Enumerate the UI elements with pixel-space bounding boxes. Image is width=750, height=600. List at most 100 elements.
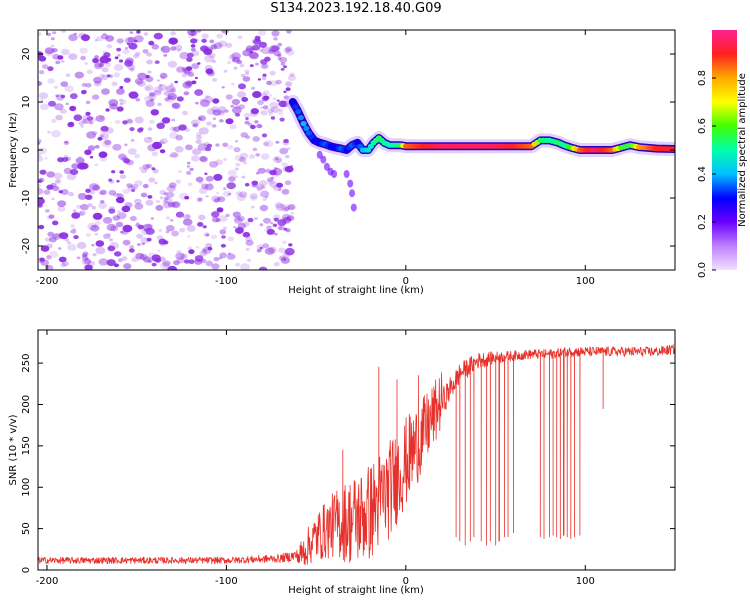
noise-speckle bbox=[166, 225, 175, 232]
noise-speckle bbox=[272, 155, 283, 164]
noise-speckle bbox=[146, 237, 152, 242]
noise-speckle bbox=[270, 116, 276, 120]
noise-speckle bbox=[278, 225, 286, 231]
noise-speckle bbox=[158, 84, 167, 91]
noise-speckle bbox=[285, 46, 293, 52]
snr-line bbox=[38, 344, 675, 566]
noise-speckle bbox=[84, 149, 92, 156]
noise-speckle bbox=[258, 124, 263, 128]
noise-speckle bbox=[52, 185, 60, 192]
noise-speckle bbox=[95, 240, 105, 247]
noise-speckle bbox=[82, 118, 91, 124]
noise-speckle bbox=[281, 162, 288, 168]
noise-speckle bbox=[138, 166, 143, 170]
noise-speckle bbox=[116, 47, 122, 52]
noise-speckle bbox=[77, 162, 87, 170]
noise-speckle bbox=[99, 189, 107, 195]
noise-speckle bbox=[70, 229, 77, 234]
noise-speckle bbox=[204, 94, 210, 99]
noise-speckle bbox=[134, 153, 141, 159]
noise-speckle bbox=[147, 195, 153, 199]
noise-speckle bbox=[89, 155, 94, 159]
noise-speckle bbox=[234, 167, 239, 171]
noise-speckle bbox=[242, 221, 250, 227]
noise-speckle bbox=[50, 44, 55, 48]
noise-speckle bbox=[118, 153, 127, 160]
noise-speckle bbox=[116, 212, 127, 220]
noise-speckle bbox=[109, 179, 115, 184]
noise-speckle bbox=[209, 161, 219, 168]
noise-speckle bbox=[267, 108, 274, 114]
noise-speckle bbox=[264, 195, 269, 199]
noise-speckle bbox=[266, 80, 272, 85]
noise-speckle bbox=[167, 201, 176, 208]
noise-speckle bbox=[195, 176, 204, 183]
spectrogram-x-tick-label: -100 bbox=[215, 276, 238, 287]
noise-speckle bbox=[267, 246, 277, 254]
noise-speckle bbox=[211, 216, 220, 223]
noise-speckle bbox=[199, 156, 208, 163]
noise-speckle bbox=[252, 147, 258, 152]
noise-speckle bbox=[263, 141, 269, 147]
noise-speckle bbox=[51, 130, 61, 138]
noise-speckle bbox=[46, 255, 52, 260]
noise-speckle bbox=[183, 68, 191, 74]
noise-speckle bbox=[197, 197, 203, 202]
noise-speckle bbox=[140, 237, 149, 244]
noise-speckle bbox=[205, 260, 213, 267]
noise-speckle bbox=[56, 94, 65, 101]
noise-speckle bbox=[51, 118, 57, 124]
noise-speckle bbox=[206, 143, 213, 148]
noise-speckle bbox=[137, 80, 146, 87]
noise-speckle bbox=[212, 109, 222, 116]
noise-speckle bbox=[148, 136, 152, 140]
noise-speckle bbox=[237, 215, 245, 222]
noise-speckle bbox=[215, 218, 221, 223]
noise-speckle bbox=[162, 260, 171, 267]
noise-speckle bbox=[76, 204, 82, 209]
noise-speckle bbox=[201, 183, 209, 190]
noise-speckle bbox=[198, 127, 209, 135]
noise-speckle bbox=[163, 196, 169, 201]
noise-speckle bbox=[84, 257, 89, 261]
noise-speckle bbox=[226, 253, 236, 260]
noise-speckle bbox=[38, 187, 44, 195]
noise-speckle bbox=[191, 50, 200, 57]
noise-speckle bbox=[44, 209, 50, 213]
noise-speckle bbox=[234, 227, 244, 234]
noise-speckle bbox=[256, 123, 263, 129]
noise-speckle bbox=[129, 31, 134, 34]
noise-speckle bbox=[184, 80, 193, 87]
noise-speckle bbox=[289, 72, 295, 77]
noise-speckle bbox=[74, 71, 85, 79]
noise-speckle bbox=[118, 98, 123, 102]
noise-speckle bbox=[55, 179, 60, 184]
noise-speckle bbox=[264, 228, 269, 232]
noise-speckle bbox=[102, 32, 107, 36]
noise-speckle bbox=[142, 164, 150, 170]
noise-speckle bbox=[94, 55, 100, 59]
noise-speckle bbox=[249, 192, 258, 200]
noise-speckle bbox=[187, 246, 193, 250]
noise-speckles bbox=[38, 30, 296, 270]
noise-speckle bbox=[160, 45, 171, 54]
noise-speckle bbox=[190, 47, 196, 52]
noise-speckle bbox=[134, 78, 144, 85]
noise-speckle bbox=[98, 191, 104, 195]
noise-speckle bbox=[241, 97, 249, 102]
noise-speckle bbox=[39, 92, 49, 100]
branch-point bbox=[347, 179, 354, 188]
noise-speckle bbox=[175, 179, 182, 184]
noise-speckle bbox=[159, 72, 168, 79]
snr-panel: -200 -100 0 100 0 50 100 150 200 250 Height of s… bbox=[8, 329, 676, 596]
noise-speckle bbox=[146, 223, 154, 229]
noise-speckle bbox=[64, 140, 68, 144]
noise-speckle bbox=[269, 101, 279, 109]
noise-speckle bbox=[266, 228, 275, 235]
noise-speckle bbox=[58, 247, 62, 250]
noise-speckle bbox=[38, 177, 45, 183]
noise-speckle bbox=[106, 259, 116, 267]
noise-speckle bbox=[257, 99, 264, 106]
noise-speckle bbox=[183, 91, 190, 96]
noise-speckle bbox=[242, 76, 251, 82]
